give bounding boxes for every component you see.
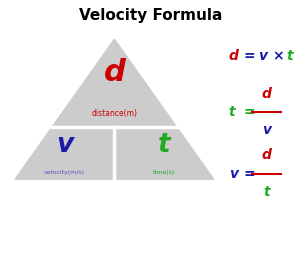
Text: velocity(m/s): velocity(m/s) (44, 170, 85, 175)
Text: =: = (243, 49, 255, 63)
Text: t: t (287, 49, 293, 63)
Text: d: d (261, 87, 271, 101)
Text: =: = (243, 105, 255, 119)
Text: t: t (158, 132, 170, 158)
Text: time(s): time(s) (153, 170, 175, 175)
Text: t: t (263, 185, 270, 199)
Text: v: v (262, 123, 271, 137)
Text: v: v (56, 132, 73, 158)
Text: ×: × (272, 49, 284, 63)
Text: v: v (258, 49, 267, 63)
Polygon shape (15, 39, 214, 179)
Text: d: d (229, 49, 239, 63)
Text: distance(m): distance(m) (92, 109, 137, 118)
Text: d: d (104, 58, 125, 87)
Text: d: d (261, 148, 271, 162)
Text: Velocity Formula: Velocity Formula (79, 8, 222, 24)
Text: =: = (243, 167, 255, 181)
Text: v: v (229, 167, 238, 181)
Text: t: t (229, 105, 235, 119)
